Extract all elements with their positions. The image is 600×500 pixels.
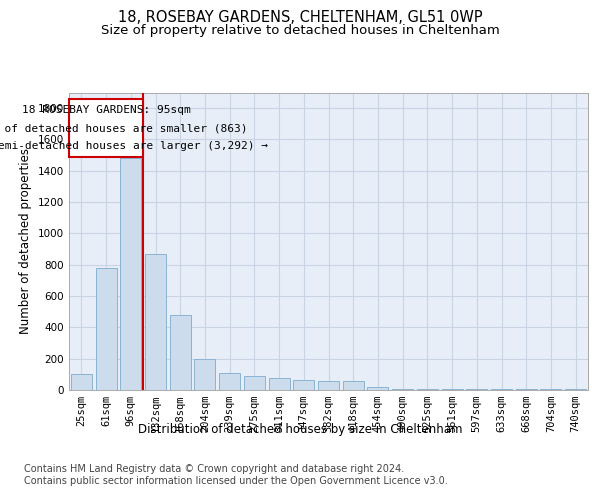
Bar: [219, 373, 240, 390]
Bar: [491, 389, 512, 390]
Bar: [95, 268, 116, 390]
Text: Contains HM Land Registry data © Crown copyright and database right 2024.: Contains HM Land Registry data © Crown c…: [24, 464, 404, 474]
Text: Distribution of detached houses by size in Cheltenham: Distribution of detached houses by size …: [138, 422, 462, 436]
Bar: [170, 315, 191, 390]
Bar: [541, 389, 562, 390]
Text: 18, ROSEBAY GARDENS, CHELTENHAM, GL51 0WP: 18, ROSEBAY GARDENS, CHELTENHAM, GL51 0W…: [118, 10, 482, 25]
Y-axis label: Number of detached properties: Number of detached properties: [19, 148, 32, 334]
Bar: [565, 389, 586, 390]
Bar: [293, 380, 314, 390]
Bar: [194, 358, 215, 390]
Bar: [392, 389, 413, 390]
Text: 18 ROSEBAY GARDENS: 95sqm: 18 ROSEBAY GARDENS: 95sqm: [22, 106, 190, 116]
Bar: [145, 254, 166, 390]
Bar: [417, 389, 438, 390]
Bar: [367, 387, 388, 390]
Bar: [343, 382, 364, 390]
FancyBboxPatch shape: [69, 99, 143, 156]
Bar: [120, 158, 141, 390]
Bar: [442, 389, 463, 390]
Bar: [516, 389, 537, 390]
Text: Contains public sector information licensed under the Open Government Licence v3: Contains public sector information licen…: [24, 476, 448, 486]
Text: Size of property relative to detached houses in Cheltenham: Size of property relative to detached ho…: [101, 24, 499, 37]
Bar: [244, 376, 265, 390]
Text: ← 21% of detached houses are smaller (863): ← 21% of detached houses are smaller (86…: [0, 124, 248, 134]
Bar: [466, 389, 487, 390]
Bar: [71, 374, 92, 390]
Bar: [269, 378, 290, 390]
Text: 79% of semi-detached houses are larger (3,292) →: 79% of semi-detached houses are larger (…: [0, 142, 268, 152]
Bar: [318, 382, 339, 390]
